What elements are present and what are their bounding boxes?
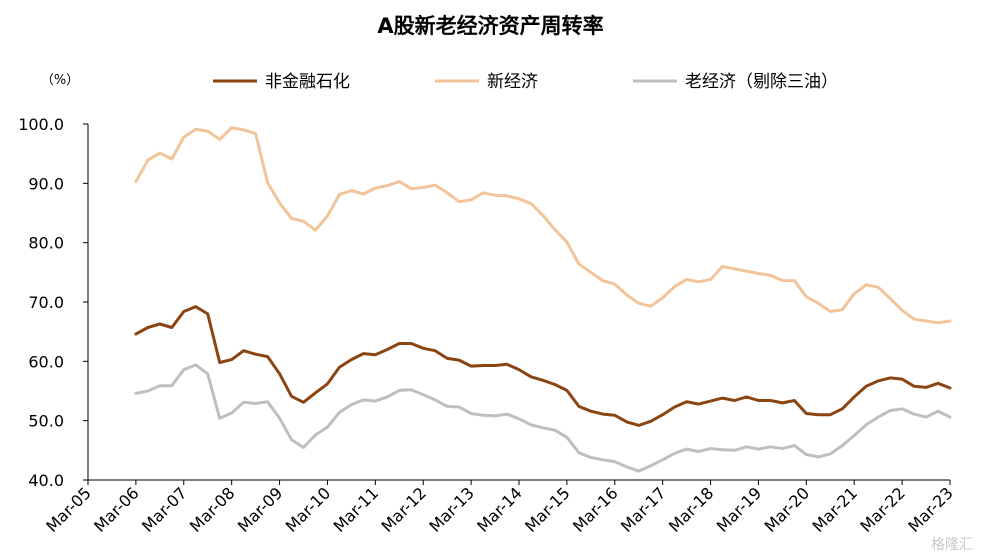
- y-tick-label: 90.0: [28, 174, 64, 193]
- x-tick-label: Mar-19: [713, 483, 766, 536]
- legend: 非金融石化 新经济 老经济（剔除三油）: [213, 72, 838, 92]
- y-axis-label: （%）: [41, 73, 79, 88]
- series-layer: [134, 126, 952, 473]
- series-line-1: [134, 305, 952, 427]
- x-tick-label: Mar-23: [904, 483, 957, 536]
- y-tick-label: 70.0: [28, 293, 64, 312]
- y-tick-label: 100.0: [18, 115, 64, 134]
- x-tick-label: Mar-14: [473, 483, 526, 536]
- series-line-3: [134, 363, 952, 473]
- x-tick-label: Mar-12: [378, 483, 431, 536]
- y-tick-label: 80.0: [28, 234, 64, 253]
- y-tick-label: 40.0: [28, 471, 64, 490]
- x-tick-label: Mar-15: [521, 483, 574, 536]
- y-tick-label: 50.0: [28, 412, 64, 431]
- x-tick-label: Mar-11: [330, 483, 383, 536]
- x-tick-label: Mar-16: [569, 483, 622, 536]
- series-line-2: [134, 126, 952, 325]
- legend-label-3: 老经济（剔除三油）: [685, 72, 838, 92]
- x-tick-label: Mar-06: [90, 483, 143, 536]
- x-tick-label: Mar-17: [617, 483, 670, 536]
- x-tick-label: Mar-13: [425, 483, 478, 536]
- x-tick-label: Mar-10: [282, 483, 335, 536]
- y-tick-label: 60.0: [28, 352, 64, 371]
- legend-label-2: 新经济: [487, 72, 538, 92]
- x-tick-label: Mar-21: [809, 483, 862, 536]
- x-tick-label: Mar-08: [186, 483, 239, 536]
- x-tick-label: Mar-09: [234, 483, 287, 536]
- x-tick-label: Mar-18: [665, 483, 718, 536]
- x-tick-label: Mar-22: [856, 483, 909, 536]
- x-tick-label: Mar-05: [42, 483, 95, 536]
- chart-title: A股新老经济资产周转率: [377, 14, 604, 38]
- watermark: 格隆汇: [931, 537, 973, 553]
- x-tick-label: Mar-07: [138, 483, 191, 536]
- axes: 40.050.060.070.080.090.0100.0（%）Mar-05Ma…: [18, 73, 957, 536]
- legend-label-1: 非金融石化: [265, 72, 350, 92]
- x-tick-label: Mar-20: [761, 483, 814, 536]
